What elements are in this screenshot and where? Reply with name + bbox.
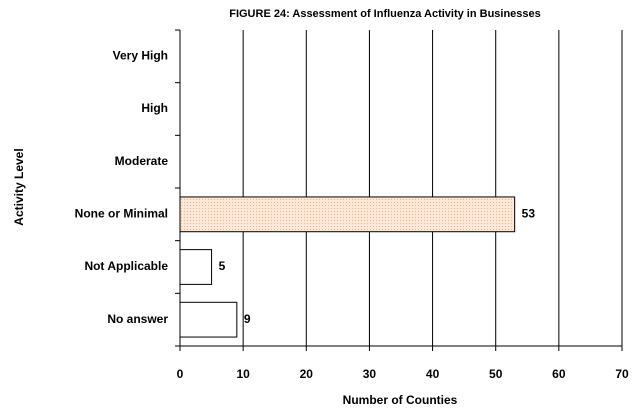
bar [179,301,238,338]
x-tick-label: 20 [300,367,314,381]
bar [179,249,213,285]
y-tick-label: Very High [113,49,168,63]
y-axis-label: Activity Level [12,148,26,225]
data-label: 5 [219,259,226,273]
x-tick-label: 40 [426,367,440,381]
x-axis-label: Number of Counties [343,393,458,407]
x-tick-label: 10 [236,367,250,381]
x-tick-label: 50 [489,367,503,381]
y-tick-label: Not Applicable [84,259,168,273]
y-tick-label: Moderate [115,154,169,168]
x-tick-label: 30 [363,367,377,381]
chart-title: FIGURE 24: Assessment of Influenza Activ… [229,8,541,20]
bar [179,196,516,233]
x-tick-label: 70 [615,367,629,381]
data-label: 9 [244,312,251,326]
y-tick-label: None or Minimal [75,207,168,221]
x-tick-label: 0 [177,367,184,381]
y-tick-label: No answer [107,312,168,326]
x-tick-label: 60 [552,367,566,381]
y-tick-label: High [141,101,168,115]
data-label: 53 [522,207,536,221]
